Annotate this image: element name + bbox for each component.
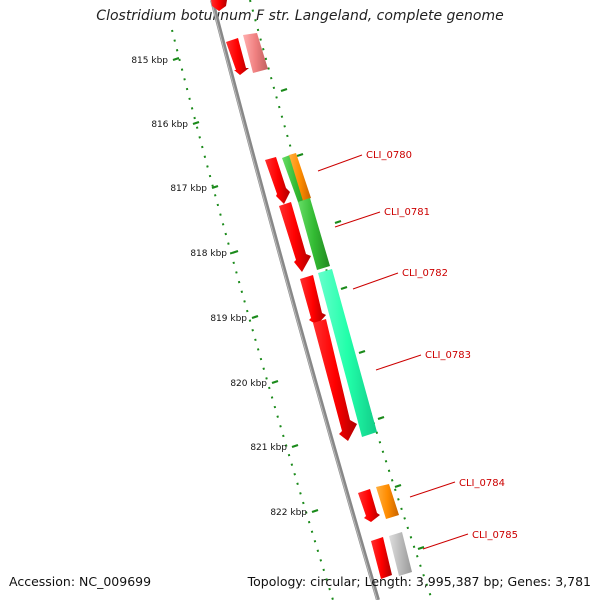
outer-tick-3: [340, 285, 348, 291]
gene-label-CLI_0783: CLI_0783: [425, 350, 471, 361]
genome-summary: Topology: circular; Length: 3,995,387 bp…: [247, 574, 591, 589]
feature-red-0781: [279, 202, 311, 272]
gene-label-CLI_0782: CLI_0782: [402, 268, 448, 279]
feature-orange-0780: [289, 153, 311, 201]
map-title: Clostridium botulinum F str. Langeland, …: [96, 8, 504, 24]
tick-label-815: 815 kbp: [131, 56, 168, 66]
tick-mark-815: [172, 56, 180, 62]
gene-label-CLI_0781: CLI_0781: [384, 207, 430, 218]
outer-tick-2: [334, 219, 342, 225]
feature-red-1: [226, 38, 249, 75]
tick-mark-819: [251, 314, 259, 320]
feature-pink-1: [243, 33, 268, 73]
leader-line-CLI_0781: [334, 211, 381, 228]
tick-label-819: 819 kbp: [210, 314, 247, 324]
tick-label-817: 817 kbp: [170, 184, 207, 194]
tick-mark-817: [211, 184, 219, 190]
feature-red-0780: [265, 157, 290, 204]
outer-tick-0: [280, 87, 288, 93]
outer-tick-1: [296, 152, 304, 158]
tick-mark-818: [231, 249, 239, 255]
outer-tick-7: [417, 545, 425, 551]
leader-line-CLI_0782: [352, 272, 399, 290]
genome-backbone: [210, 0, 380, 600]
scale-track: [171, 29, 334, 600]
tick-label-818: 818 kbp: [190, 249, 227, 259]
tick-label-822: 822 kbp: [270, 508, 307, 518]
gene-label-CLI_0784: CLI_0784: [459, 478, 505, 489]
feature-red-0783: [313, 319, 357, 441]
feature-green-0781: [298, 198, 330, 270]
gene-label-CLI_0780: CLI_0780: [366, 150, 412, 161]
tick-mark-816: [192, 120, 200, 126]
feature-red-0785: [371, 537, 392, 579]
gene-label-CLI_0785: CLI_0785: [472, 530, 518, 541]
feature-grey-0785: [389, 532, 412, 576]
feature-teal-0782: [318, 269, 377, 437]
tick-mark-820: [271, 379, 279, 385]
feature-red-0784: [358, 489, 380, 522]
accession-label: Accession: NC_009699: [9, 574, 152, 589]
tick-label-820: 820 kbp: [230, 379, 267, 389]
tick-mark-821: [291, 443, 299, 449]
gene-labels: CLI_0780 CLI_0781 CLI_0782 CLI_0783 CLI_0784…: [317, 150, 518, 550]
outer-tick-6: [394, 483, 402, 489]
feature-red-0782: [300, 275, 326, 325]
genome-backbone-highlight: [210, 0, 378, 600]
tick-mark-822: [311, 508, 319, 514]
tick-label-821: 821 kbp: [250, 443, 287, 453]
leader-line-CLI_0783: [375, 354, 422, 371]
tick-label-816: 816 kbp: [151, 120, 188, 130]
feature-top-red: [211, 0, 227, 11]
feature-orange-0784: [376, 484, 399, 519]
scale-ticks: 815 kbp 816 kbp 817 kbp 818 kbp 819 kbp 820 k…: [131, 56, 425, 551]
outer-tick-4: [358, 349, 366, 355]
leader-line-CLI_0784: [409, 481, 456, 498]
outer-tick-5: [377, 415, 385, 421]
leader-line-CLI_0785: [422, 533, 469, 550]
leader-line-CLI_0780: [317, 154, 363, 172]
